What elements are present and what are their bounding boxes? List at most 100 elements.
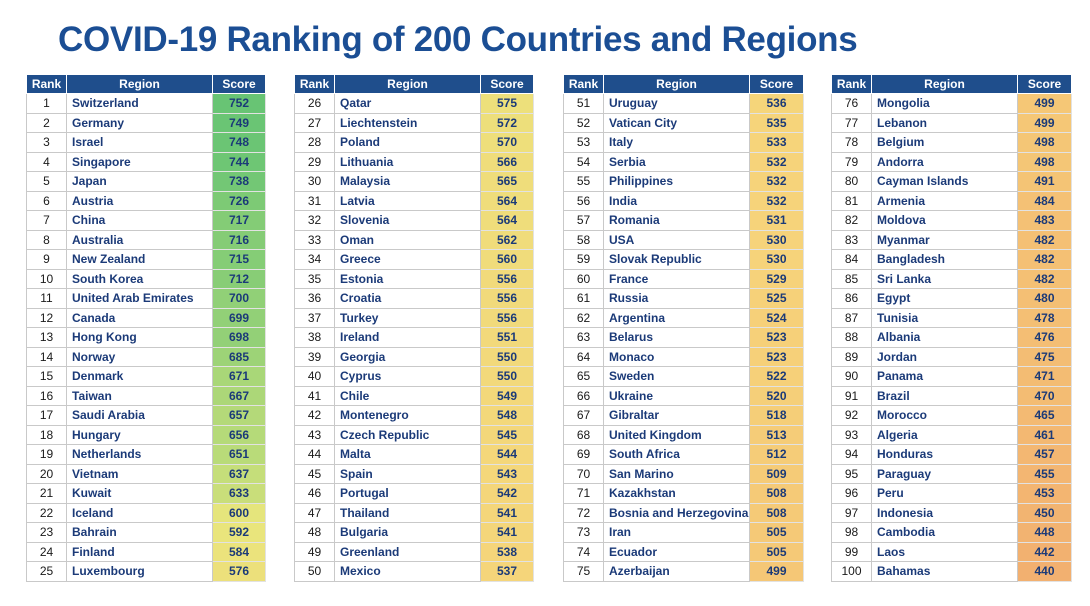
region-cell: Finland [66,541,213,562]
region-cell: Indonesia [871,502,1018,523]
table-row: 18 Hungary 656 [26,424,266,445]
ranking-table-2: Rank Region Score 26 Qatar 575 27 Liechtenst… [294,74,534,582]
score-cell: 478 [1017,307,1072,328]
table-row: 15 Denmark 671 [26,366,266,387]
region-cell: Lithuania [334,151,481,172]
score-cell: 508 [749,502,804,523]
rank-cell: 28 [294,132,335,153]
rank-cell: 22 [26,502,67,523]
score-cell: 535 [749,112,804,133]
table-row: 96 Peru 453 [831,483,1072,504]
table-row: 10 South Korea 712 [26,268,266,289]
score-cell: 524 [749,307,804,328]
table-row: 19 Netherlands 651 [26,444,266,465]
rank-cell: 10 [26,268,67,289]
table-row: 5 Japan 738 [26,171,266,192]
rank-cell: 20 [26,463,67,484]
rank-cell: 2 [26,112,67,133]
score-cell: 572 [480,112,534,133]
table-row: 56 India 532 [563,190,804,211]
region-cell: Sweden [603,366,750,387]
rank-cell: 56 [563,190,604,211]
table-row: 22 Iceland 600 [26,502,266,523]
score-cell: 509 [749,463,804,484]
rank-cell: 84 [831,249,872,270]
score-cell: 505 [749,522,804,543]
rank-cell: 51 [563,93,604,114]
table-row: 34 Greece 560 [294,249,534,270]
region-cell: Slovak Republic [603,249,750,270]
table-row: 69 South Africa 512 [563,444,804,465]
region-header: Region [603,74,750,94]
score-cell: 482 [1017,249,1072,270]
score-cell: 450 [1017,502,1072,523]
rank-cell: 75 [563,561,604,582]
region-cell: Paraguay [871,463,1018,484]
region-cell: Vietnam [66,463,213,484]
rank-cell: 93 [831,424,872,445]
rank-cell: 60 [563,268,604,289]
table-row: 54 Serbia 532 [563,151,804,172]
score-cell: 656 [212,424,266,445]
table-row: 59 Slovak Republic 530 [563,249,804,270]
table-row: 79 Andorra 498 [831,151,1072,172]
region-cell: Spain [334,463,481,484]
rank-cell: 15 [26,366,67,387]
rank-cell: 33 [294,229,335,250]
region-cell: Argentina [603,307,750,328]
table-row: 48 Bulgaria 541 [294,522,534,543]
region-cell: Hong Kong [66,327,213,348]
rank-cell: 82 [831,210,872,231]
score-cell: 633 [212,483,266,504]
score-cell: 536 [749,93,804,114]
table-row: 66 Ukraine 520 [563,385,804,406]
region-cell: Australia [66,229,213,250]
score-cell: 548 [480,405,534,426]
score-cell: 513 [749,424,804,445]
ranking-table-3: Rank Region Score 51 Uruguay 536 52 Vatican … [563,74,804,582]
rank-cell: 24 [26,541,67,562]
rank-cell: 37 [294,307,335,328]
region-header: Region [66,74,213,94]
rank-cell: 42 [294,405,335,426]
rank-cell: 57 [563,210,604,231]
score-cell: 442 [1017,541,1072,562]
score-cell: 448 [1017,522,1072,543]
table-row: 29 Lithuania 566 [294,151,534,172]
rank-cell: 78 [831,132,872,153]
rank-cell: 46 [294,483,335,504]
table-row: 37 Turkey 556 [294,307,534,328]
rank-header: Rank [26,74,67,94]
score-cell: 544 [480,444,534,465]
score-cell: 476 [1017,327,1072,348]
table-row: 43 Czech Republic 545 [294,424,534,445]
table-row: 45 Spain 543 [294,463,534,484]
score-cell: 498 [1017,132,1072,153]
rank-cell: 63 [563,327,604,348]
rank-cell: 68 [563,424,604,445]
score-cell: 576 [212,561,266,582]
score-cell: 541 [480,502,534,523]
score-cell: 520 [749,385,804,406]
score-cell: 470 [1017,385,1072,406]
score-cell: 749 [212,112,266,133]
region-cell: Ireland [334,327,481,348]
table-row: 41 Chile 549 [294,385,534,406]
rank-cell: 31 [294,190,335,211]
region-cell: Bosnia and Herzegovina [603,502,750,523]
table-row: 72 Bosnia and Herzegovina 508 [563,502,804,523]
rank-cell: 83 [831,229,872,250]
rank-cell: 43 [294,424,335,445]
score-cell: 482 [1017,268,1072,289]
region-cell: Germany [66,112,213,133]
rank-header: Rank [294,74,335,94]
table-row: 35 Estonia 556 [294,268,534,289]
rank-cell: 64 [563,346,604,367]
region-cell: Cambodia [871,522,1018,543]
table-row: 61 Russia 525 [563,288,804,309]
region-cell: Monaco [603,346,750,367]
score-cell: 545 [480,424,534,445]
region-cell: Japan [66,171,213,192]
rank-cell: 90 [831,366,872,387]
rank-cell: 95 [831,463,872,484]
